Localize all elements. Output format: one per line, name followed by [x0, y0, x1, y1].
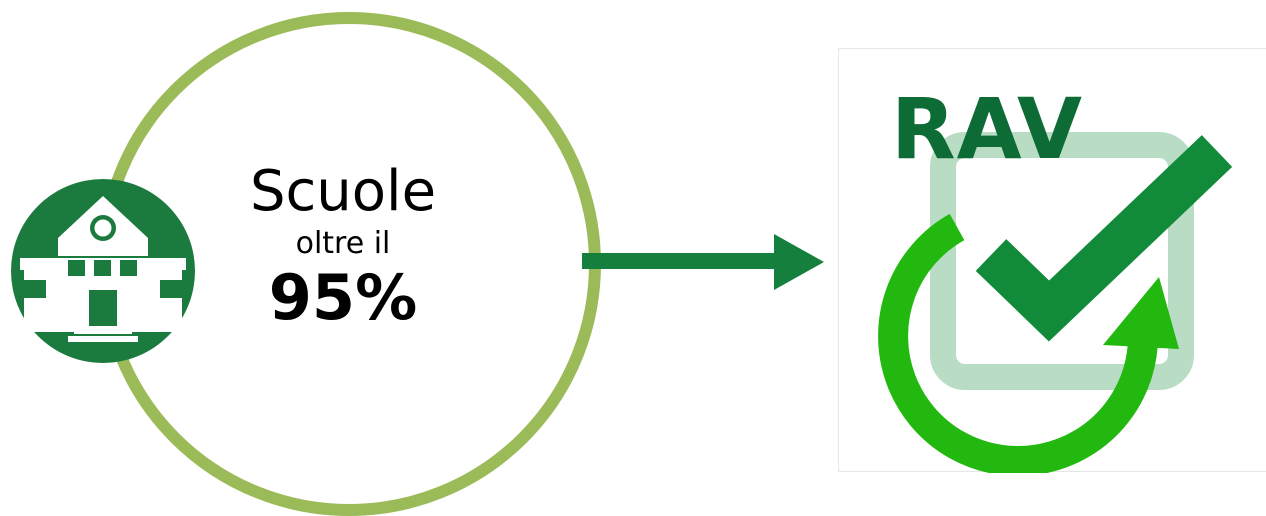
- stat-title: Scuole: [249, 159, 437, 224]
- checkmark-icon: [975, 135, 1233, 342]
- stat-subtitle: oltre il: [295, 226, 391, 262]
- school-building-icon: [11, 179, 195, 363]
- rav-logo: [878, 132, 1233, 473]
- arrow-right-icon: [582, 234, 824, 290]
- cycle-arrow-icon: [878, 213, 1159, 473]
- logo-text: RAV: [891, 80, 1083, 178]
- rav-logo-card: RAV: [838, 48, 1266, 473]
- stat-label: Scuole oltre il 95%: [218, 159, 468, 335]
- stat-percentage: 95%: [268, 261, 418, 335]
